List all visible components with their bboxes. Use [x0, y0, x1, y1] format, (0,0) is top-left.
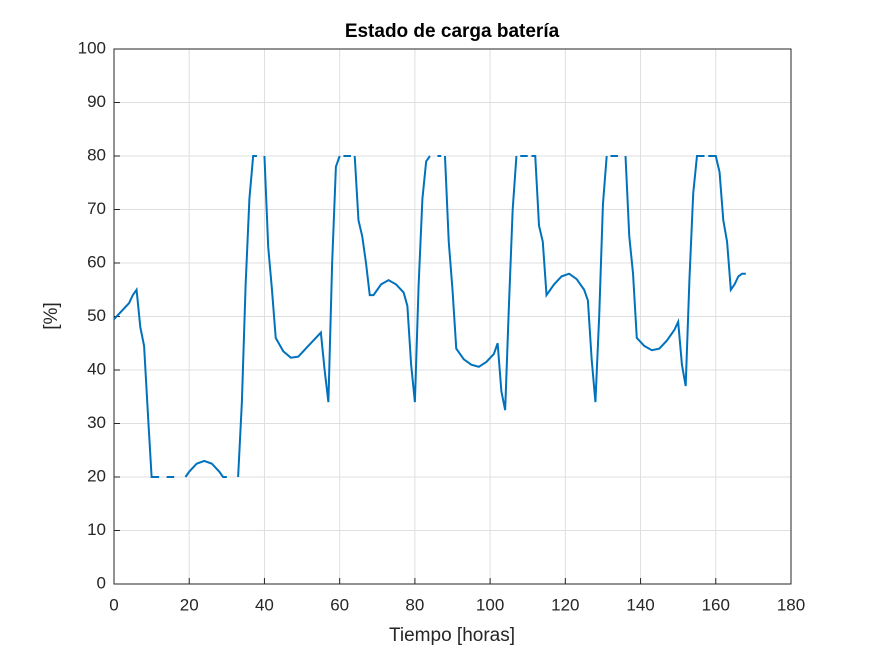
y-tick-label: 0: [97, 573, 106, 592]
x-tick-label: 100: [476, 595, 504, 614]
x-axis-label: Tiempo [horas]: [389, 625, 515, 646]
chart-title: Estado de carga batería: [345, 21, 560, 42]
x-tick-label: 180: [777, 595, 805, 614]
x-tick-label: 0: [109, 595, 118, 614]
y-tick-label: 70: [87, 199, 106, 218]
x-tick-label: 20: [180, 595, 199, 614]
y-tick-label: 90: [87, 92, 106, 111]
y-tick-label: 40: [87, 359, 106, 378]
y-axis-label: [%]: [41, 302, 62, 329]
y-tick-label: 10: [87, 520, 106, 539]
y-tick-label: 30: [87, 413, 106, 432]
data-line: [113, 155, 746, 478]
x-tick-label: 120: [551, 595, 579, 614]
x-tick-label: 160: [702, 595, 730, 614]
y-tick-label: 20: [87, 466, 106, 485]
y-tick-label: 50: [87, 306, 106, 325]
axes-box: [113, 48, 792, 585]
y-tick-label: 60: [87, 252, 106, 271]
x-tick-label: 60: [330, 595, 349, 614]
y-tick-label: 80: [87, 145, 106, 164]
y-tick-label: 100: [78, 38, 106, 57]
x-tick-label: 40: [255, 595, 274, 614]
x-tick-label: 80: [405, 595, 424, 614]
x-tick-label: 140: [626, 595, 654, 614]
